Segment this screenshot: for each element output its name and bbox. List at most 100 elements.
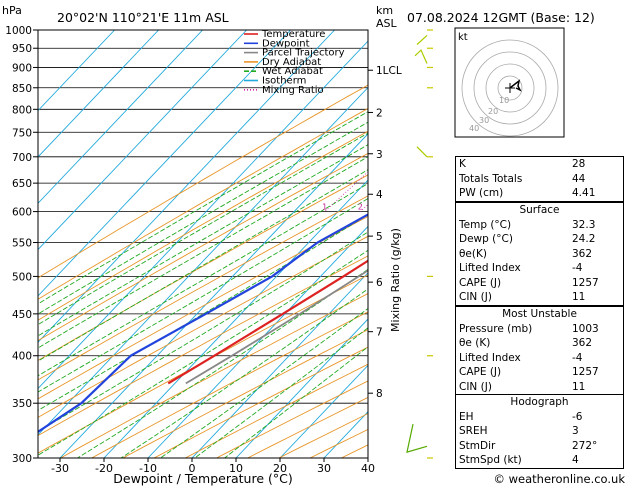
mixing-ratio-axis-title: Mixing Ratio (g/kg) [389,228,402,332]
p-tick-label: 300 [12,453,32,465]
hodograph-params-title: Hodograph [510,396,569,408]
hodograph-kt-label: kt [458,32,468,43]
surface-row: θe(K) 362 [459,247,593,260]
x-tick-label: 0 [189,462,196,475]
isotherm [38,30,247,251]
mixing-ratio-label: 2 [358,203,363,212]
wet-adiabat [120,288,368,458]
p-tick-label: 700 [12,152,32,164]
hodo-row: StmSpd (kt) 4 [459,454,579,466]
hodograph-ring-30 [473,51,547,125]
surface-panel: Surface Temp (°C) 32.3 Dewp (°C) 24.2 θe(K… [455,202,624,306]
p-tick-label: 750 [12,127,32,139]
hodograph-ring-40 [461,39,559,137]
mu-row: CAPE (J) 1257 [459,366,599,378]
mixing-ratio-label: 1 [322,203,327,212]
hodograph-ring-label-10: 10 [499,96,509,105]
mu-row: Pressure (mb) 1003 [459,322,599,335]
indices-panel: K 28 Totals Totals 44 PW (cm) 4.41 [455,156,624,202]
mu-row: CIN (J) 11 [459,380,586,393]
surface-row: CIN (J) 11 [459,291,586,303]
hodograph-ring-label-40: 40 [469,124,479,133]
x-tick-label: 40 [361,462,375,475]
dry-adiabat [38,84,368,279]
isotherm [38,30,159,158]
p-tick-label: 350 [12,398,32,410]
hodo-row: SREH 3 [459,425,579,437]
km-units-label: km [376,4,393,17]
axes: 3003504004505005506006507007508008509009… [5,25,402,475]
dry-adiabat [38,152,368,342]
datetime-label: 07.08.2024 12GMT (Base: 12) [407,10,595,25]
surface-row: CAPE (J) 1257 [459,276,599,289]
dry-adiabat [38,107,368,300]
surface-row: Dewp (°C) 24.2 [459,233,596,245]
p-tick-label: 950 [12,43,32,55]
x-tick-label: -30 [51,462,69,475]
isotherm [103,179,368,458]
x-tick-label: 10 [229,462,243,475]
mixing-ratio-label: 6 [420,203,425,212]
dry-adiabat [38,255,368,437]
temperature-line [167,259,368,385]
wet-adiabat [38,231,368,432]
isotherm [38,30,115,112]
dry-adiabat [38,235,368,418]
dry-adiabat [91,311,368,458]
wet-adiabat [38,156,368,349]
wet-adiabat [38,198,368,393]
asl-units-label: ASL [376,17,398,30]
isotherm [279,364,368,458]
legend-label: Parcel Trajectory [262,48,345,59]
km-tick-label: 2 [376,107,383,119]
p-tick-label: 500 [12,271,32,283]
hodograph-params-panel: Hodograph EH -6 SREH 3 StmDir 272° StmSpd (… [455,394,624,469]
background-grid: 12346810152025 [38,30,442,458]
wet-adiabat [38,132,368,326]
p-tick-label: 900 [12,62,32,74]
isotherm [235,318,368,458]
p-tick-label: 600 [12,207,32,219]
x-tick-label: -20 [95,462,113,475]
dry-adiabat [38,274,368,454]
surface-row: Temp (°C) 32.3 [459,218,596,231]
surface-row: Lifted Index -4 [459,262,583,274]
wet-adiabat [194,327,368,458]
legend-label: Temperature [261,29,325,40]
dry-adiabat [38,130,368,321]
legend-label: Isotherm [262,76,306,87]
wet-adiabat [160,307,368,458]
mu-row: Lifted Index -4 [459,351,583,364]
x-tick-label: -10 [139,462,157,475]
km-tick-label: 5 [376,231,383,243]
dewpoint-line [38,213,368,434]
most-unstable-title: Most Unstable [502,308,577,320]
mu-row: θe (K) 362 [459,337,593,349]
location-label: 20°02'N 110°21'E 11m ASL [57,10,229,25]
isotherm [38,30,291,297]
isotherm [147,225,368,458]
copyright: © weatheronline.co.uk [493,472,625,486]
surface-title: Surface [519,204,560,216]
hodograph-ring-label-20: 20 [488,107,498,116]
wind-barb [416,34,428,45]
wind-profile [406,29,433,459]
hodograph-ring-label-30: 30 [479,116,489,125]
p-tick-label: 550 [12,238,32,250]
wet-adiabat [77,268,368,458]
p-tick-label: 1000 [5,25,32,37]
legend-label: Dry Adiabat [262,57,321,68]
wet-adiabat [38,144,368,337]
isotherm [38,86,368,436]
wind-barb [416,146,428,158]
km-tick-label: 4 [376,189,383,201]
p-tick-label: 400 [12,351,32,363]
mixing-ratio-label: 8 [437,203,442,212]
dry-adiabat [122,329,368,458]
hodo-row: StmDir 272° [459,439,598,452]
km-tick-label: 6 [376,277,383,289]
wet-adiabat [38,249,368,456]
isotherm [191,272,368,458]
